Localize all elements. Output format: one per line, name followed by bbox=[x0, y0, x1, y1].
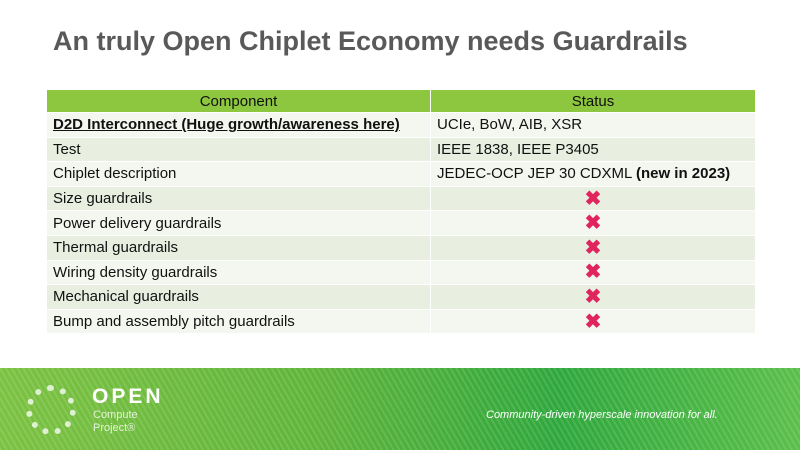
status-cell: IEEE 1838, IEEE P3405 bbox=[430, 136, 756, 163]
component-cell: Wiring density guardrails bbox=[46, 259, 431, 286]
logo-open-text: OPEN bbox=[92, 385, 164, 408]
footer-banner: OPEN Compute Project® Community-driven h… bbox=[0, 368, 800, 450]
component-cell: D2D Interconnect (Huge growth/awareness … bbox=[46, 112, 431, 138]
component-cell: Test bbox=[46, 136, 431, 163]
table-header-row: Component Status bbox=[46, 89, 756, 113]
status-cell: JEDEC-OCP JEP 30 CDXML (new in 2023) bbox=[430, 161, 756, 187]
column-header-status: Status bbox=[430, 89, 756, 113]
cross-icon: ✖ bbox=[430, 308, 756, 335]
component-cell: Power delivery guardrails bbox=[46, 210, 431, 236]
component-cell: Thermal guardrails bbox=[46, 234, 431, 261]
status-cell: UCIe, BoW, AIB, XSR bbox=[430, 112, 756, 138]
table-row: Bump and assembly pitch guardrails ✖ bbox=[46, 308, 756, 335]
table-row: Power delivery guardrails ✖ bbox=[46, 210, 756, 236]
cross-icon: ✖ bbox=[430, 210, 756, 236]
table-row: Chiplet description JEDEC-OCP JEP 30 CDXM… bbox=[46, 161, 756, 187]
cross-icon: ✖ bbox=[430, 284, 756, 310]
cross-icon: ✖ bbox=[430, 234, 756, 261]
column-header-component: Component bbox=[46, 89, 431, 113]
component-cell: Size guardrails bbox=[46, 185, 431, 212]
table-row: D2D Interconnect (Huge growth/awareness … bbox=[46, 112, 756, 138]
slide-title: An truly Open Chiplet Economy needs Guar… bbox=[53, 26, 688, 56]
table-row: Wiring density guardrails ✖ bbox=[46, 259, 756, 286]
status-note: (new in 2023) bbox=[635, 165, 731, 183]
component-cell: Bump and assembly pitch guardrails bbox=[46, 308, 431, 335]
component-cell: Mechanical guardrails bbox=[46, 284, 431, 310]
logo-compute-text: Compute bbox=[93, 409, 138, 421]
table-row: Mechanical guardrails ✖ bbox=[46, 284, 756, 310]
table-row: Size guardrails ✖ bbox=[46, 185, 756, 212]
cross-icon: ✖ bbox=[430, 185, 756, 212]
status-text: JEDEC-OCP JEP 30 CDXML bbox=[437, 165, 632, 183]
table-row: Thermal guardrails ✖ bbox=[46, 234, 756, 261]
guardrails-table: Component Status D2D Interconnect (Huge … bbox=[46, 89, 756, 335]
logo-project-text: Project® bbox=[93, 422, 136, 434]
component-cell: Chiplet description bbox=[46, 161, 431, 187]
tagline: Community-driven hyperscale innovation f… bbox=[486, 409, 718, 421]
cross-icon: ✖ bbox=[430, 259, 756, 286]
table-row: Test IEEE 1838, IEEE P3405 bbox=[46, 136, 756, 163]
ocp-logo-icon bbox=[26, 385, 76, 435]
